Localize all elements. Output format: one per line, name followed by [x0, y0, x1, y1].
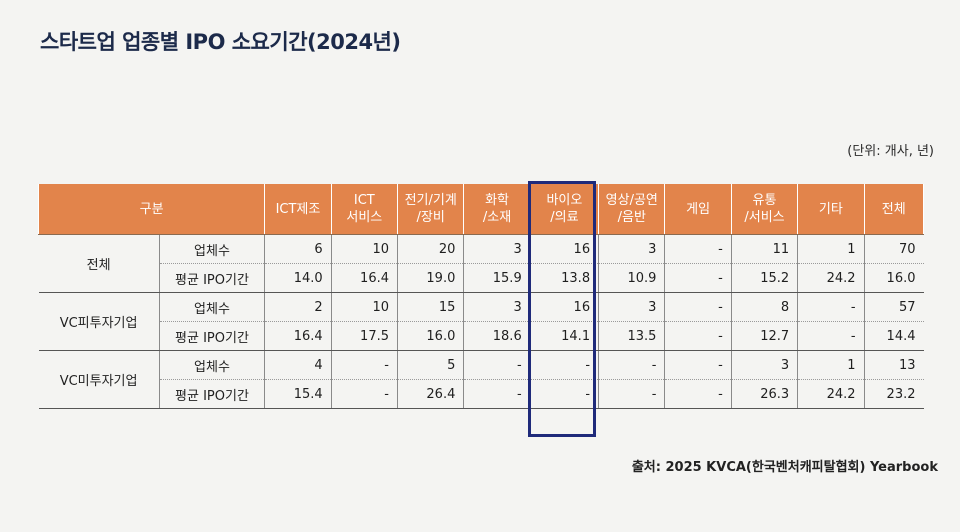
table-cell: 13	[863, 350, 924, 380]
table-cell: -	[463, 379, 531, 409]
table-cell: 23.2	[863, 379, 924, 409]
table-cell: 8	[730, 292, 799, 322]
table-cell: 15.2	[730, 263, 799, 293]
header-col-3: 전기/기계/장비	[396, 184, 465, 235]
table-cell: 57	[863, 292, 924, 322]
header-col-9: 기타	[797, 184, 865, 235]
table-cell: -	[330, 379, 399, 409]
group-label: VC미투자기업	[38, 350, 160, 409]
table-cell: 26.4	[396, 379, 465, 409]
table-cell: 1	[797, 350, 865, 380]
table-cell: -	[797, 292, 865, 322]
table-cell: 4	[264, 350, 332, 380]
table-cell: 24.2	[797, 379, 865, 409]
table-cell: 15	[396, 292, 465, 322]
header-group: 구분	[37, 184, 266, 235]
header-row: 구분 ICT제조 ICT 서비스 전기/기계/장비 화학/소재 바이오/의료 영상…	[37, 184, 925, 235]
row-label: 업체수	[158, 350, 266, 380]
row-label: 업체수	[158, 292, 266, 322]
table-row: 평균 IPO기간 15.4-26.4- - - -26.3 24.2 23.2	[39, 379, 924, 409]
table-cell: -	[598, 379, 666, 409]
table-row: 평균 IPO기간 16.4 17.5 16.0 18.6 14.1 13.5-12.7-14…	[39, 321, 924, 351]
table-cell: 19.0	[396, 263, 465, 293]
table-cell: 16.4	[330, 263, 399, 293]
table-cell: 13.5	[598, 321, 666, 351]
table-row: 전체 업체수 6 10 20 3 16 3-11 1 70	[38, 234, 924, 293]
table-cell: 10	[330, 292, 399, 322]
header-col-5: 바이오/의료	[529, 184, 600, 235]
header-col-7: 게임	[664, 184, 732, 235]
table-cell: -	[529, 379, 600, 409]
table-cell: 24.2	[797, 263, 865, 293]
table-cell: -	[664, 350, 732, 380]
table-cell: 1	[797, 234, 865, 264]
table-cell: 6	[264, 234, 332, 264]
table-cell: 2	[264, 292, 332, 322]
table-cell: 10	[330, 234, 399, 264]
table-cell: 70	[863, 234, 924, 264]
table-cell: 14.4	[863, 321, 924, 351]
table-cell: -	[664, 379, 732, 409]
table-cell: 16.0	[863, 263, 924, 293]
ipo-duration-table: 구분 ICT제조 ICT 서비스 전기/기계/장비 화학/소재 바이오/의료 영상…	[37, 184, 925, 409]
table-cell: 10.9	[598, 263, 666, 293]
table-cell: -	[330, 350, 399, 380]
table-cell: 14.1	[529, 321, 600, 351]
header-col-6: 영상/공연/음반	[598, 184, 666, 235]
header-col-4: 화학/소재	[463, 184, 531, 235]
header-col-2: ICT 서비스	[330, 184, 399, 235]
table-row: VC미투자기업 업체수 4-5- - - -3 1 13	[38, 350, 924, 409]
table-row: 평균 IPO기간 14.0 16.4 19.0 15.9 13.8 10.9-15.2 24.…	[39, 263, 924, 293]
row-label: 업체수	[158, 234, 266, 264]
table-cell: -	[664, 263, 732, 293]
table-cell: 16	[529, 292, 600, 322]
table-cell: 12.7	[730, 321, 799, 351]
table-cell: 13.8	[529, 263, 600, 293]
unit-note: (단위: 개사, 년)	[847, 144, 934, 159]
header-col-1: ICT제조	[264, 184, 332, 235]
table-cell: 3	[463, 234, 531, 264]
table-cell: -	[797, 321, 865, 351]
table-cell: -	[664, 234, 732, 264]
table-cell: 14.0	[264, 263, 332, 293]
source-note: 출처: 2025 KVCA(한국벤처캐피탈협회) Yearbook	[631, 460, 938, 475]
table-cell: 3	[598, 292, 666, 322]
table-cell: 17.5	[330, 321, 399, 351]
table-cell: 5	[396, 350, 465, 380]
table-cell: 26.3	[730, 379, 799, 409]
table-cell: 3	[730, 350, 799, 380]
table-cell: -	[664, 321, 732, 351]
table-cell: 11	[730, 234, 799, 264]
row-label: 평균 IPO기간	[158, 321, 266, 351]
table-cell: 15.9	[463, 263, 531, 293]
row-label: 평균 IPO기간	[158, 379, 266, 409]
row-label: 평균 IPO기간	[158, 263, 266, 293]
table-cell: 16.4	[264, 321, 332, 351]
group-label: VC피투자기업	[38, 292, 160, 351]
table-cell: -	[529, 350, 600, 380]
table-cell: 20	[396, 234, 465, 264]
table-cell: -	[664, 292, 732, 322]
group-label: 전체	[38, 234, 160, 293]
table-cell: 3	[463, 292, 531, 322]
table-row: VC피투자기업 업체수 2 10 15 3 16 3-8-57	[38, 292, 924, 351]
table-cell: 3	[598, 234, 666, 264]
table-cell: 18.6	[463, 321, 531, 351]
table-cell: 15.4	[264, 379, 332, 409]
table-cell: -	[598, 350, 666, 380]
table-cell: -	[463, 350, 531, 380]
header-col-8: 유통/서비스	[730, 184, 799, 235]
table-cell: 16.0	[396, 321, 465, 351]
page-title: 스타트업 업종별 IPO 소요기간(2024년)	[40, 30, 401, 54]
header-col-10: 전체	[863, 184, 925, 235]
bio-highlight-box	[528, 181, 596, 437]
